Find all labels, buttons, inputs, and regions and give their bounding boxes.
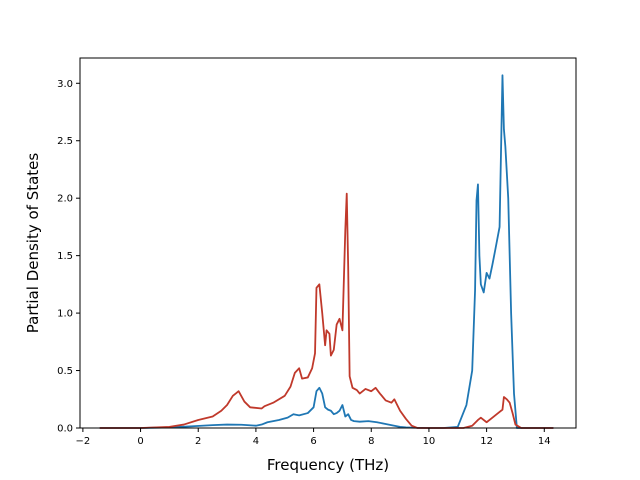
series-line-1 — [99, 74, 554, 429]
y-tick-label: 1.5 — [57, 251, 73, 262]
x-tick-label: 2 — [195, 436, 201, 447]
series-line-2 — [99, 192, 554, 429]
x-tick-label: 0 — [137, 436, 143, 447]
y-axis-label: Partial Density of States — [24, 153, 42, 334]
y-tick-label: 2.5 — [57, 136, 73, 147]
x-tick-label: 12 — [480, 436, 493, 447]
x-axis-ticks: −2 0 2 4 6 8 10 12 14 — [76, 428, 551, 447]
x-tick-label: 14 — [538, 436, 551, 447]
x-axis-label: Frequency (THz) — [267, 456, 389, 474]
y-tick-label: 0.0 — [57, 424, 73, 435]
x-tick-label: 6 — [310, 436, 316, 447]
y-tick-label: 3.0 — [57, 79, 73, 90]
y-tick-label: 1.0 — [57, 309, 73, 320]
x-tick-label: 10 — [423, 436, 436, 447]
axes-frame — [79, 57, 577, 429]
x-tick-label: −2 — [76, 436, 91, 447]
y-tick-label: 2.0 — [57, 194, 73, 205]
y-tick-label: 0.5 — [57, 366, 73, 377]
x-tick-label: 8 — [368, 436, 374, 447]
x-tick-label: 4 — [253, 436, 259, 447]
series-layer — [99, 74, 554, 429]
y-axis-ticks: 0.0 0.5 1.0 1.5 2.0 2.5 3.0 — [57, 79, 80, 435]
